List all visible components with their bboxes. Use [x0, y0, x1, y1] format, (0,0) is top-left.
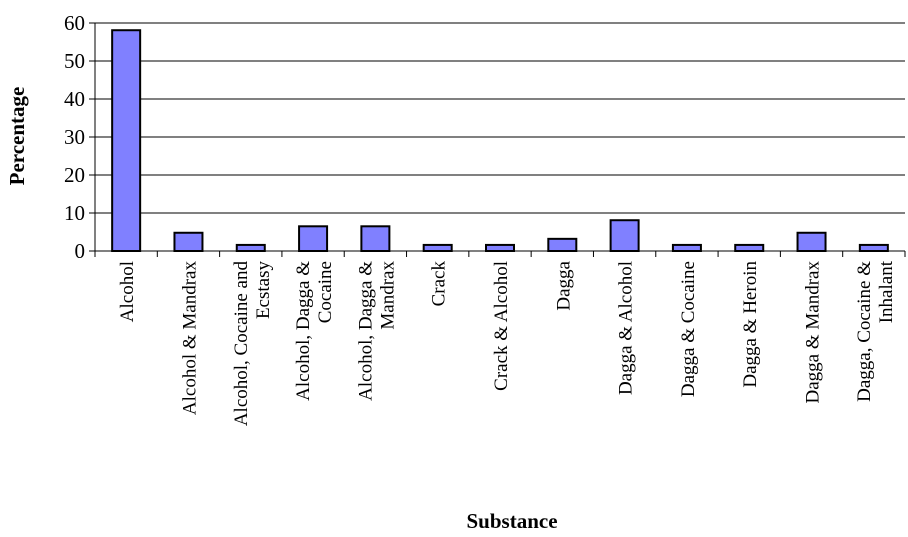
x-category-label-line: Alcohol & Mandrax	[179, 261, 200, 416]
x-category-label-line: Ecstasy	[253, 261, 274, 320]
y-tick-label: 10	[64, 201, 85, 225]
x-category-label-line: Dagga & Cocaine	[678, 261, 699, 397]
x-category-label-line: Dagga & Heroin	[740, 261, 761, 388]
x-category-label: Dagga & Mandrax	[803, 261, 824, 404]
bar	[173, 231, 204, 252]
x-category-label: Alcohol	[117, 261, 138, 322]
bar	[734, 243, 765, 252]
x-category-label-line: Crack & Alcohol	[491, 261, 512, 391]
bar	[235, 243, 266, 252]
x-category-label-line: Cocaine	[315, 261, 336, 323]
bar	[671, 243, 702, 252]
bar	[609, 219, 640, 253]
x-category-label: Alcohol, Dagga & Cocaine	[293, 261, 336, 401]
x-category-label-line: Alcohol, Dagga &	[355, 261, 376, 401]
x-category-label-line: Alcohol	[117, 261, 138, 322]
x-category-label-line: Dagga & Mandrax	[803, 261, 824, 404]
x-category-label-line: Alcohol, Cocaine and	[231, 261, 252, 427]
x-category-label: Crack	[429, 261, 450, 307]
bar	[111, 29, 142, 252]
y-tick-labels: 0 10 20 30 40 50 60	[64, 11, 85, 263]
bar	[796, 231, 827, 252]
x-category-label: Dagga	[553, 260, 574, 310]
y-tick-label: 0	[75, 239, 86, 263]
x-category-label-line: Inhalant	[876, 260, 897, 323]
bar	[298, 225, 329, 253]
bars	[111, 29, 889, 253]
y-tick-label: 60	[64, 11, 85, 35]
x-category-label: Crack & Alcohol	[491, 261, 512, 391]
x-category-label-line: Dagga & Alcohol	[616, 261, 637, 395]
y-tick-label: 40	[64, 87, 85, 111]
x-category-label: Dagga & Cocaine	[678, 261, 699, 397]
axes	[89, 22, 906, 257]
x-category-label: Dagga & Alcohol	[616, 261, 637, 395]
bar	[858, 243, 889, 252]
y-tick-label: 50	[64, 49, 85, 73]
x-category-label: Alcohol & Mandrax	[179, 261, 200, 416]
x-category-label: Alcohol, Cocaine and Ecstasy	[231, 261, 274, 427]
x-category-label-line: Dagga, Cocaine &	[854, 261, 875, 402]
x-tick-labels: Alcohol Alcohol & Mandrax Alcohol, Cocaine…	[117, 260, 897, 426]
bar	[422, 243, 453, 252]
x-category-label: Dagga & Heroin	[740, 261, 761, 388]
bar	[360, 225, 391, 253]
x-axis-title: Substance	[466, 509, 557, 533]
x-category-label-line: Crack	[429, 261, 450, 307]
x-category-label-line: Mandrax	[377, 261, 398, 330]
y-axis-title: Percentage	[5, 87, 29, 186]
gridlines	[95, 22, 905, 214]
y-tick-label: 30	[64, 125, 85, 149]
y-tick-label: 20	[64, 163, 85, 187]
bar	[485, 243, 515, 252]
x-category-label: Dagga, Cocaine & Inhalant	[854, 260, 897, 402]
x-category-label: Alcohol, Dagga & Mandrax	[355, 261, 398, 401]
bar	[547, 237, 578, 252]
x-category-label-line: Alcohol, Dagga &	[293, 261, 314, 401]
x-category-label-line: Dagga	[553, 260, 574, 310]
